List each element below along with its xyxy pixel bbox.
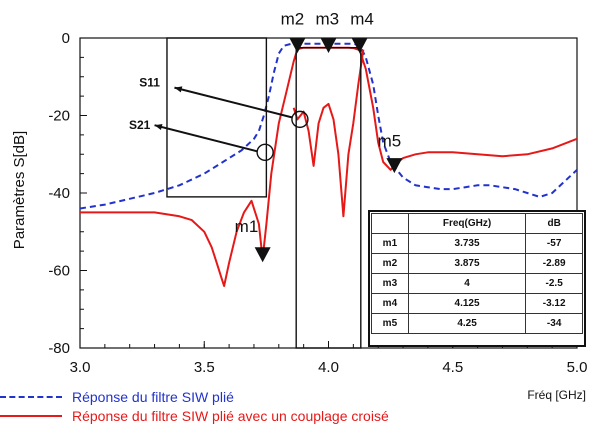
s21-arrow-head — [154, 123, 163, 131]
table-header-row: Freq(GHz) dB — [371, 213, 583, 234]
passband-box — [295, 46, 362, 349]
marker-m1-icon — [254, 247, 271, 263]
x-tick-label: 4.0 — [318, 359, 339, 376]
s21-label: S21 — [129, 118, 151, 132]
table-row: m1 3.735 -57 — [371, 233, 583, 254]
s21-circle — [256, 143, 274, 162]
s11-arrow-head — [174, 86, 183, 93]
table-header-cell: dB — [525, 213, 583, 234]
s11-arrow-shaft — [174, 86, 293, 119]
y-tick-label: -20 — [48, 108, 70, 125]
marker-m4-label: m4 — [350, 9, 374, 28]
series-line-3 — [292, 49, 365, 218]
markers: m1 m2 m3 m4 m5 — [235, 9, 403, 263]
x-tick-label: 3.0 — [70, 359, 91, 376]
y-axis-label: Paramètres S[dB] — [11, 131, 28, 249]
table-row: m5 4.25 -34 — [371, 313, 583, 334]
y-tick-label: -80 — [48, 340, 70, 357]
marker-m3-icon — [320, 38, 337, 53]
table-header-cell — [371, 213, 409, 234]
s11-label: S11 — [139, 75, 160, 89]
marker-m2-icon — [289, 38, 306, 53]
stopband-box — [166, 37, 268, 198]
y-tick-label: -60 — [48, 263, 70, 280]
table-cell: 3.735 — [407, 233, 527, 254]
marker-m5-label: m5 — [378, 132, 402, 151]
y-tick-label: -40 — [48, 185, 70, 202]
marker-m3-label: m3 — [315, 9, 339, 28]
legend-swatch-solid — [0, 415, 62, 417]
table-cell: -34 — [525, 313, 583, 334]
highlight-boxes — [166, 37, 362, 349]
marker-m1-label: m1 — [235, 217, 259, 236]
marker-m5-icon — [386, 158, 403, 174]
marker-m2-label: m2 — [281, 9, 305, 28]
marker-table: Freq(GHz) dB m1 3.735 -57 m2 3.875 -2.89 m3 4 -2… — [371, 213, 583, 334]
table-cell: 3.875 — [407, 253, 527, 274]
legend-label: Réponse du filtre SIW plié — [72, 389, 234, 405]
table-cell: -3.12 — [525, 293, 583, 314]
legend-swatch-dashed — [0, 396, 62, 398]
y-tick-label: 0 — [62, 30, 70, 47]
legend-label: Réponse du filtre SIW plié avec un coupl… — [72, 408, 389, 424]
table-cell: -2.89 — [525, 253, 583, 274]
legend-item-solid: Réponse du filtre SIW plié avec un coupl… — [0, 407, 389, 425]
table-cell: -57 — [525, 233, 583, 254]
table-cell: m5 — [371, 313, 409, 334]
table-cell: 4 — [407, 273, 527, 294]
table-header-cell: Freq(GHz) — [407, 213, 527, 234]
table-cell: m3 — [371, 273, 409, 294]
annotations: S11 S21 — [129, 75, 309, 162]
table-cell: 4.25 — [407, 313, 527, 334]
table-row: m2 3.875 -2.89 — [371, 253, 583, 274]
s11-circle — [291, 110, 309, 129]
x-tick-label: 5.0 — [567, 359, 588, 376]
table-cell: m1 — [371, 233, 409, 254]
series-line-1 — [80, 42, 577, 210]
table-cell: m2 — [371, 253, 409, 274]
s21-arrow-shaft — [154, 124, 258, 153]
marker-m4-icon — [351, 38, 368, 53]
legend-item-dashed: Réponse du filtre SIW plié — [0, 388, 234, 406]
table-cell: m4 — [371, 293, 409, 314]
x-tick-label: 3.5 — [194, 359, 215, 376]
table-cell: 4.125 — [407, 293, 527, 314]
table-cell: -2.5 — [525, 273, 583, 294]
legend: Réponse du filtre SIW plié Réponse du fi… — [0, 382, 591, 427]
table-row: m4 4.125 -3.12 — [371, 293, 583, 314]
x-axis-label: Fréq [GHz] — [527, 388, 586, 402]
x-tick-label: 4.5 — [442, 359, 463, 376]
table-row: m3 4 -2.5 — [371, 273, 583, 294]
